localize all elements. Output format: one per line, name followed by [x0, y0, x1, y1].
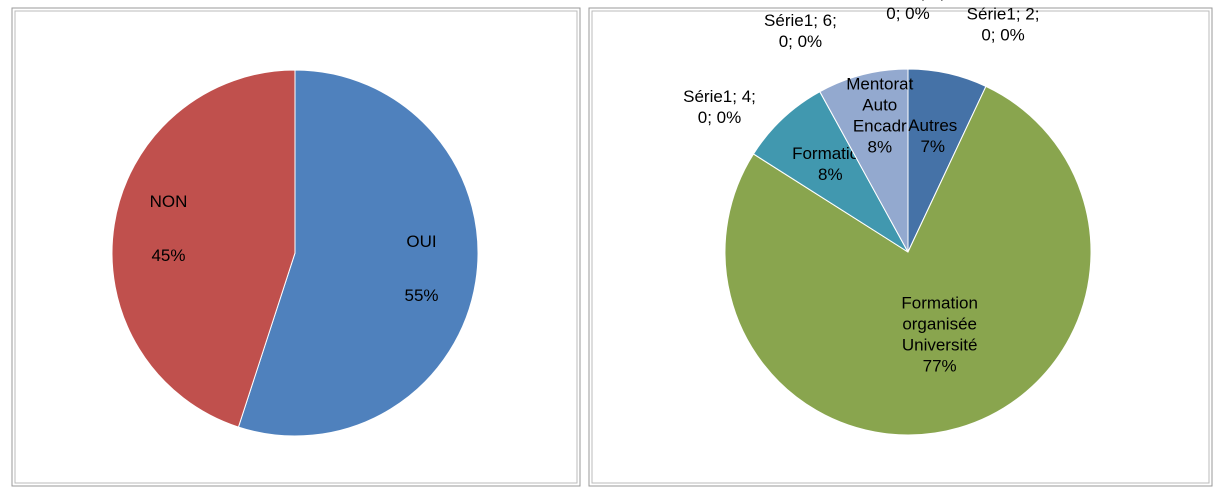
value-label-line: 0; 0%: [698, 108, 741, 127]
slice-label-line: Formation: [901, 293, 978, 312]
slice-label-line: Autres: [908, 116, 957, 135]
slice-label: Autres: [908, 116, 957, 135]
slice-label-line: NON: [150, 192, 188, 211]
slice-label-line: OUI: [406, 232, 436, 251]
value-label-line: Série1; 2;: [967, 4, 1040, 23]
slice-label-line: Formation: [792, 144, 869, 163]
pie-slice: [752, 90, 909, 253]
slice-label-line: Encadr: [853, 117, 907, 136]
pie-slice: [111, 69, 296, 428]
value-label-line: 55%: [405, 286, 439, 305]
value-label-line: Série1; 6;: [764, 11, 837, 30]
value-label-line: 45%: [151, 246, 185, 265]
slice-label-line: organisée: [902, 314, 977, 333]
value-label: 8%: [818, 165, 843, 184]
value-label-line: 0; 0%: [886, 4, 929, 23]
value-label: 55%: [405, 286, 439, 305]
value-label: Série1; 8; 0; 0%: [872, 0, 945, 23]
value-label-line: 8%: [867, 138, 892, 157]
chart-frame-inner: [14, 10, 578, 484]
slice-label-line: Auto: [862, 96, 897, 115]
slice-label: OUI: [406, 232, 436, 251]
slice-label-line: Mentorat: [846, 75, 913, 94]
slice-label: Formation: [792, 144, 869, 163]
value-label: 7%: [920, 137, 945, 156]
slice-label-line: Université: [902, 335, 978, 354]
slice-label: NON: [150, 192, 188, 211]
value-label: 77%: [923, 356, 957, 375]
value-label-line: Série1; 8;: [872, 0, 945, 2]
pie-slice: [819, 68, 909, 253]
value-label: Série1; 4; 0; 0%: [683, 87, 756, 127]
slice-label: Mentorat Auto Encadr: [846, 75, 913, 136]
value-label: 45%: [151, 246, 185, 265]
chart-frame-inner: [591, 10, 1210, 484]
value-label: 8%: [867, 138, 892, 157]
value-label: Série1; 6; 0; 0%: [764, 11, 837, 51]
value-label-line: 8%: [818, 165, 843, 184]
pie-slice: [237, 69, 479, 437]
value-label-line: Série1; 4;: [683, 87, 756, 106]
slice-label: Formation organisée Université: [901, 293, 978, 354]
value-label-line: 7%: [920, 137, 945, 156]
value-label-line: 0; 0%: [779, 32, 822, 51]
value-label-line: 77%: [923, 356, 957, 375]
value-label-line: 0; 0%: [981, 25, 1024, 44]
pie-slice: [724, 85, 1092, 436]
value-label: Série1; 2; 0; 0%: [967, 4, 1040, 44]
